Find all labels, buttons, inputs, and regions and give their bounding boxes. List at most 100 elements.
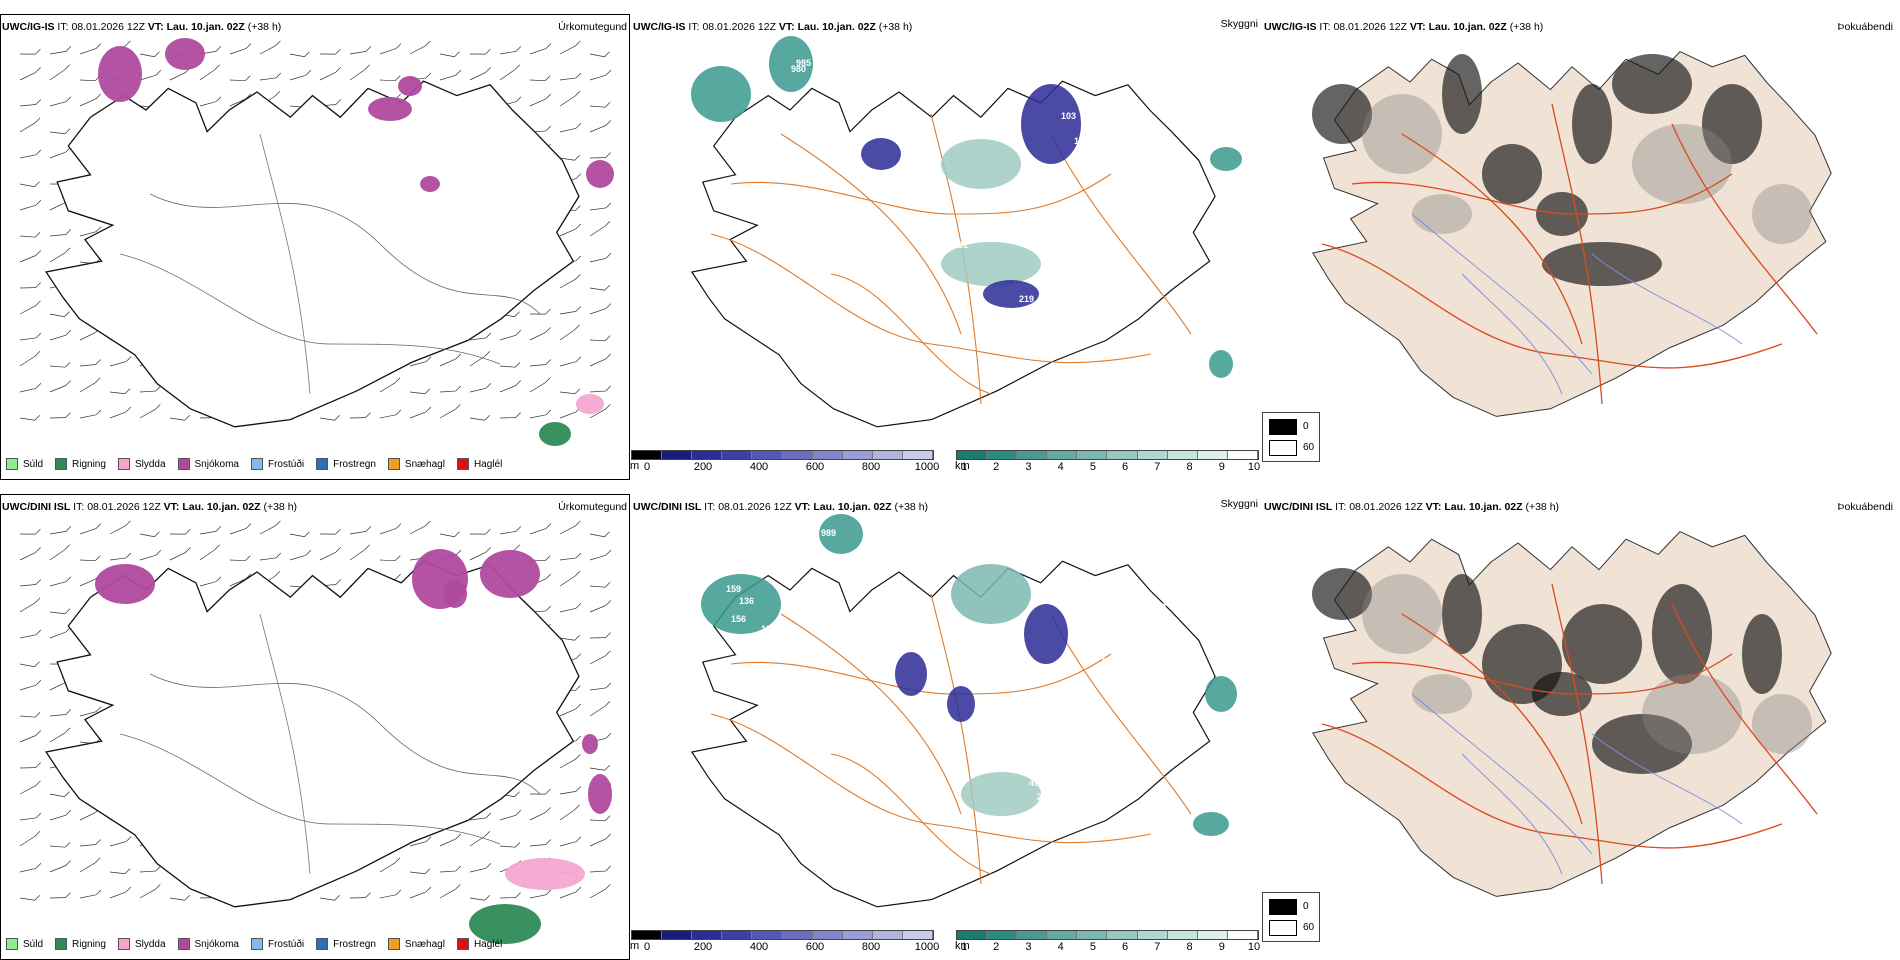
wind-barb-flag bbox=[606, 866, 611, 871]
wind-barb-flag bbox=[276, 73, 281, 78]
wind-barb bbox=[200, 582, 216, 586]
legend-item: Snæhagl bbox=[388, 938, 445, 950]
wind-barb bbox=[110, 842, 126, 846]
wind-barb bbox=[530, 49, 546, 54]
panel-fog-index-row1: UWC/IG-IS IT: 08.01.2026 12Z VT: Lau. 10… bbox=[1262, 14, 1892, 480]
wind-barb-flag bbox=[546, 524, 551, 529]
wind-barb bbox=[500, 70, 515, 80]
wind-barb bbox=[20, 236, 35, 237]
wind-barb-flag bbox=[486, 333, 491, 338]
legend-swatch bbox=[316, 938, 328, 950]
wind-barb-flag bbox=[65, 65, 70, 70]
wind-barb-flag bbox=[606, 683, 611, 688]
wind-barb bbox=[470, 418, 485, 420]
wind-barb bbox=[590, 106, 605, 107]
legend-item: Haglél bbox=[457, 458, 502, 470]
wind-barb-flag bbox=[65, 792, 70, 797]
colorbar-tick-label: 0 bbox=[644, 461, 650, 473]
wind-barb bbox=[590, 208, 606, 210]
wind-barb-flag bbox=[576, 174, 581, 179]
wind-barb-flag bbox=[125, 869, 130, 874]
wind-barb-flag bbox=[576, 837, 581, 842]
wind-barb bbox=[560, 608, 576, 612]
fog-label-max: 0 bbox=[1303, 901, 1309, 912]
wind-barb bbox=[590, 534, 605, 537]
wind-barb-flag bbox=[515, 545, 520, 550]
wind-barb-flag bbox=[605, 404, 610, 409]
wind-barb-flag bbox=[215, 545, 220, 550]
wind-barb-flag bbox=[305, 52, 310, 57]
legend-item: Rigning bbox=[55, 458, 106, 470]
wind-barb-flag bbox=[546, 360, 551, 365]
wind-barb-flag bbox=[336, 67, 341, 72]
wind-barb-flag bbox=[485, 895, 490, 900]
wind-barb-flag bbox=[516, 97, 521, 102]
legend-item: Slydda bbox=[118, 458, 166, 470]
wind-barb bbox=[590, 555, 606, 560]
wind-barb-flag bbox=[455, 532, 460, 537]
field-blob bbox=[582, 734, 598, 754]
wind-barb-flag bbox=[66, 710, 71, 715]
wind-barb-flag bbox=[606, 120, 611, 125]
wind-barb bbox=[350, 51, 366, 54]
colorbar-tick-label: 400 bbox=[750, 461, 768, 473]
wind-barb bbox=[50, 253, 65, 262]
iceland-coastline bbox=[46, 561, 579, 907]
wind-barb-flag bbox=[216, 46, 221, 51]
wind-barb bbox=[440, 839, 456, 846]
field-blob bbox=[1442, 54, 1482, 134]
cloud-base-label: 106 bbox=[1074, 136, 1089, 146]
wind-barb-flag bbox=[65, 728, 70, 733]
wind-barb bbox=[470, 868, 486, 872]
wind-barb-flag bbox=[66, 97, 71, 102]
wind-barb bbox=[50, 715, 66, 716]
wind-barb bbox=[410, 892, 426, 898]
wind-barb-flag bbox=[366, 413, 371, 418]
wind-barb-flag bbox=[396, 524, 401, 529]
field-blob bbox=[1412, 674, 1472, 714]
colorbar-tick-label: 6 bbox=[1122, 941, 1128, 953]
precip-type-map bbox=[0, 14, 630, 480]
legend-item: Snjókoma bbox=[178, 938, 239, 950]
wind-barb-flag bbox=[605, 285, 610, 290]
wind-barb bbox=[230, 560, 245, 561]
wind-barb bbox=[170, 418, 185, 420]
wind-barb-flag bbox=[216, 526, 221, 531]
wind-barb bbox=[470, 72, 486, 80]
wind-barb bbox=[80, 332, 96, 340]
wind-barb bbox=[530, 383, 545, 392]
legend-label: Frostregn bbox=[333, 459, 376, 470]
wind-barb bbox=[440, 871, 456, 872]
wind-barb bbox=[50, 70, 65, 80]
wind-barb bbox=[560, 709, 576, 716]
wind-barb bbox=[350, 70, 365, 80]
wind-barb-flag bbox=[185, 895, 190, 900]
wind-barb-flag bbox=[66, 380, 71, 385]
colorbar-tick-label: 1 bbox=[961, 941, 967, 953]
wind-barb-flag bbox=[126, 553, 131, 558]
legend-swatch bbox=[178, 938, 190, 950]
cloud-base-label: 156 bbox=[731, 614, 746, 624]
wind-barb bbox=[590, 839, 606, 846]
wind-barb bbox=[20, 418, 35, 420]
colorbar-cell bbox=[1168, 451, 1198, 459]
wind-barb-flag bbox=[155, 532, 160, 537]
colorbar-tick-label: 0 bbox=[644, 941, 650, 953]
wind-barb bbox=[20, 735, 36, 742]
wind-barb-flag bbox=[516, 893, 521, 898]
wind-barb bbox=[500, 531, 516, 534]
wind-barb bbox=[590, 309, 606, 314]
wind-barb-flag bbox=[485, 49, 490, 54]
wind-barb-flag bbox=[576, 786, 581, 791]
legend-label: Snæhagl bbox=[405, 939, 445, 950]
wind-barb bbox=[590, 768, 605, 770]
wind-barb-flag bbox=[606, 304, 611, 309]
wind-barb-flag bbox=[516, 380, 521, 385]
legend-swatch bbox=[388, 458, 400, 470]
field-blob bbox=[1193, 812, 1229, 836]
wind-barb bbox=[260, 526, 275, 534]
wind-barb-flag bbox=[395, 378, 400, 383]
wind-barb-flag bbox=[275, 91, 280, 96]
field-blob bbox=[1021, 84, 1081, 164]
